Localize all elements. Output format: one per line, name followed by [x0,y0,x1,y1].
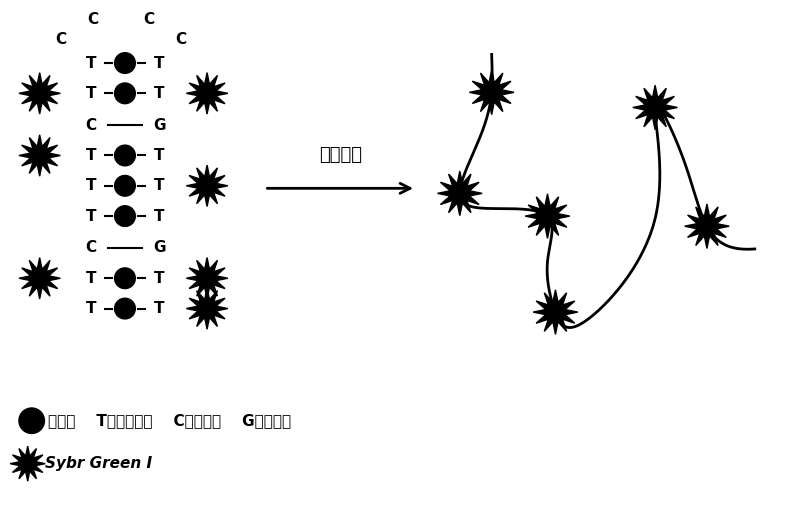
Text: T: T [86,55,96,71]
Text: 半胱氨酸: 半胱氨酸 [318,146,362,165]
Text: C: C [87,12,98,26]
Polygon shape [19,135,60,176]
Text: 汞离子    T：胸腊嘘噸    C：胞嘘噸    G：鸟嘟咑: 汞离子 T：胸腊嘘噸 C：胞嘘噸 G：鸟嘟咑 [48,413,290,428]
Polygon shape [10,446,46,481]
Ellipse shape [114,145,135,166]
Polygon shape [186,288,228,329]
Text: T: T [86,148,96,163]
Polygon shape [19,73,60,114]
Polygon shape [19,258,60,299]
Text: T: T [86,301,96,316]
Polygon shape [633,85,678,130]
Ellipse shape [19,408,45,433]
Text: T: T [154,55,165,71]
Ellipse shape [114,206,135,227]
Text: Sybr Green I: Sybr Green I [46,456,152,471]
Text: G: G [153,240,166,256]
Polygon shape [470,70,514,115]
Polygon shape [525,194,570,238]
Text: T: T [86,209,96,224]
Text: T: T [86,86,96,101]
Polygon shape [186,165,228,206]
Text: T: T [154,86,165,101]
Ellipse shape [114,53,135,73]
Text: C: C [85,118,96,133]
Text: C: C [175,32,186,47]
Ellipse shape [114,268,135,289]
Polygon shape [533,290,578,334]
Text: C: C [56,32,66,47]
Text: T: T [154,148,165,163]
Text: T: T [154,301,165,316]
Text: G: G [153,118,166,133]
Text: C: C [143,12,154,26]
Text: T: T [154,209,165,224]
Polygon shape [685,204,730,248]
Polygon shape [438,171,482,216]
Text: T: T [154,178,165,194]
Ellipse shape [114,83,135,104]
Polygon shape [186,258,228,299]
Text: T: T [86,271,96,286]
Text: T: T [86,178,96,194]
Text: C: C [85,240,96,256]
Ellipse shape [114,175,135,196]
Polygon shape [186,73,228,114]
Text: T: T [154,271,165,286]
Ellipse shape [114,298,135,319]
